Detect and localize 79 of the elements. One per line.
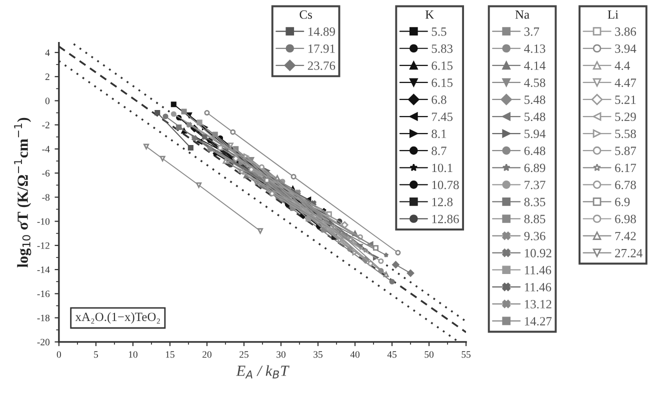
legend-label: 3.86 — [615, 27, 636, 36]
legend-label: 6.8 — [432, 96, 446, 104]
y-tick-label: 2 — [45, 74, 50, 80]
y-tick-label: -8 — [42, 194, 50, 201]
legend-label: 4.58 — [524, 78, 546, 87]
x-tick-label: 5 — [94, 351, 98, 358]
x-tick-label: 30 — [276, 351, 286, 358]
y-tick-label: -12 — [37, 242, 50, 249]
legend-label: 10.92 — [524, 248, 552, 258]
y-tick-label: 4 — [45, 49, 50, 56]
legend-label: 6.48 — [524, 146, 546, 156]
legend-label: 10.78 — [432, 180, 459, 190]
text: Na — [515, 10, 530, 19]
y-tick-label: 0 — [45, 98, 50, 104]
x-tick-label: 15 — [166, 351, 174, 358]
legend-label: 5.58 — [615, 130, 636, 138]
legend-label: 14.27 — [524, 317, 552, 326]
legend-label: 11.46 — [524, 266, 552, 274]
legend-label: 5.94 — [524, 130, 546, 138]
legend-label: 8.7 — [432, 146, 446, 156]
legend-label: 6.89 — [524, 164, 546, 172]
legend-label: 23.76 — [308, 62, 336, 70]
y-tick-label: -4 — [42, 146, 50, 152]
x-tick-label: 35 — [314, 351, 322, 358]
x-tick-label: 55 — [462, 351, 471, 358]
x-tick-label: 40 — [350, 351, 360, 358]
legend-label: 3.7 — [524, 27, 540, 36]
legend-label: 5.21 — [615, 96, 636, 104]
legend-label: 5.5 — [432, 28, 446, 36]
y-tick-label: -6 — [42, 170, 50, 177]
y-tick-label: -18 — [37, 314, 50, 322]
x-tick-label: 0 — [56, 351, 61, 358]
legend-label: 7.37 — [524, 180, 546, 190]
legend-label: 5.48 — [524, 96, 546, 104]
legend-label: 4.13 — [524, 44, 546, 53]
legend-label: 5.87 — [615, 146, 636, 156]
legend-label: 6.15 — [432, 78, 453, 87]
legend-label: 4.47 — [614, 78, 636, 87]
legend-label: 27.24 — [615, 248, 642, 258]
y-tick-label: -16 — [37, 290, 50, 298]
x-tick-label: 50 — [424, 351, 434, 358]
legend-label: 6.15 — [432, 62, 453, 70]
legend-label: 8.85 — [524, 214, 546, 224]
legend-label: 8.1 — [432, 130, 446, 138]
legend-label: 7.45 — [432, 112, 453, 122]
legend-label: 13.12 — [524, 300, 552, 308]
legend-label: 17.91 — [308, 44, 335, 53]
legend-label: 10.1 — [432, 164, 452, 172]
legend-label: 14.89 — [308, 27, 335, 36]
legend-label: 6.17 — [615, 164, 636, 172]
legend-label: 7.42 — [615, 232, 636, 240]
x-tick-label: 25 — [240, 351, 248, 358]
y-tick-label: -20 — [37, 338, 50, 346]
x-tick-label: 45 — [387, 351, 397, 358]
y-tick-label: -10 — [37, 218, 50, 225]
legend-label: 8.35 — [524, 198, 546, 206]
legend-label: 6.9 — [615, 198, 630, 206]
legend-label: 12.86 — [432, 214, 459, 224]
text: K — [425, 10, 434, 19]
y-axis-title: log$_{10}$ σT (K/Ω$^{−1}$cm$^{−1}$) — [14, 118, 32, 268]
y-tick-label: -2 — [42, 122, 50, 128]
legend-label: 6.98 — [615, 214, 636, 224]
legend-label: 9.36 — [524, 232, 546, 240]
legend-label: 6.78 — [615, 180, 636, 190]
legend-label: 5.29 — [615, 112, 636, 122]
x-tick-label: 10 — [128, 351, 138, 358]
legend-label: 4.4 — [614, 62, 630, 70]
text: Cs — [300, 10, 312, 19]
x-axis-title: E$_{A}$ / k$_{B}$T — [236, 365, 290, 378]
x-tick-label: 20 — [202, 351, 212, 358]
annotation: xA₂O.(1−x)TeO₂ — [75, 312, 160, 324]
legend-label: 12.8 — [432, 198, 453, 206]
legend-label: 5.83 — [432, 44, 453, 53]
text: Li — [608, 10, 618, 19]
legend-label: 11.46 — [524, 282, 552, 292]
legend-label: 3.94 — [615, 44, 636, 53]
y-tick-label: -14 — [37, 266, 50, 273]
legend-label: 5.48 — [524, 112, 546, 122]
legend-label: 4.14 — [524, 62, 546, 70]
